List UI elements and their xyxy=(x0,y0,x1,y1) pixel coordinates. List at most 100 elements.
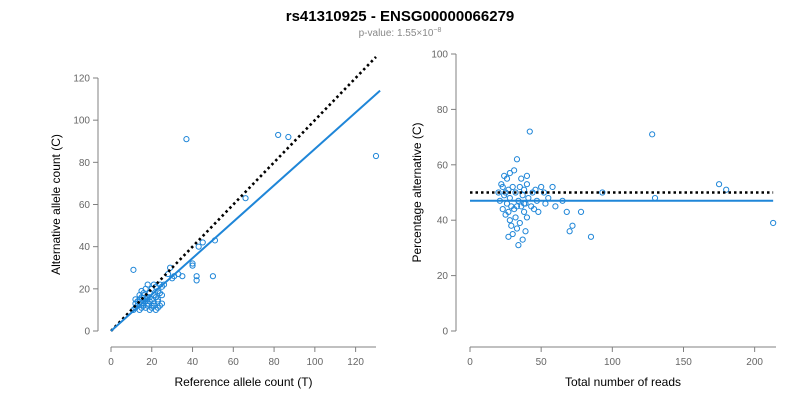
data-point xyxy=(538,183,545,191)
data-point xyxy=(158,300,166,307)
fit-line xyxy=(110,89,381,332)
data-point xyxy=(193,277,200,284)
data-point xyxy=(569,222,576,229)
data-point xyxy=(132,296,139,303)
data-point xyxy=(522,228,529,235)
p-value-exponent: −8 xyxy=(433,27,441,34)
x-tick-label: 150 xyxy=(675,357,692,368)
y-tick-label: 60 xyxy=(437,160,449,171)
data-point xyxy=(715,181,723,188)
data-point xyxy=(723,186,730,193)
y-tick-label: 40 xyxy=(437,216,449,227)
data-point xyxy=(146,294,153,301)
x-tick-label: 0 xyxy=(108,357,114,368)
y-tick-label: 0 xyxy=(84,327,90,338)
data-point xyxy=(275,131,282,139)
x-tick-label: 200 xyxy=(746,357,763,368)
data-point xyxy=(516,183,523,191)
chart-title: rs41310925 - ENSG00000066279 xyxy=(286,8,515,25)
y-axis-title: Alternative allele count (C) xyxy=(49,134,63,275)
data-point xyxy=(512,189,519,196)
data-point xyxy=(505,186,512,193)
data-point xyxy=(503,175,511,182)
data-point xyxy=(526,128,533,135)
reference-line xyxy=(110,56,377,332)
data-point xyxy=(523,172,531,179)
data-point xyxy=(506,217,513,224)
data-point xyxy=(523,214,531,221)
data-point xyxy=(130,266,137,273)
y-tick-label: 100 xyxy=(73,116,90,127)
data-point xyxy=(649,131,656,138)
data-point xyxy=(189,260,196,267)
data-point xyxy=(511,167,518,174)
x-tick-label: 60 xyxy=(228,357,240,368)
y-tick-label: 100 xyxy=(431,50,448,61)
data-point xyxy=(199,239,206,246)
data-point xyxy=(158,292,166,299)
data-point xyxy=(506,170,513,177)
data-point xyxy=(535,208,542,215)
data-point xyxy=(505,233,512,240)
data-point xyxy=(518,175,525,182)
data-point xyxy=(532,186,539,193)
y-tick-label: 80 xyxy=(437,105,449,116)
data-point xyxy=(512,214,519,221)
data-point xyxy=(770,219,777,227)
y-tick-label: 60 xyxy=(79,200,91,211)
data-point xyxy=(520,208,528,215)
data-point xyxy=(285,133,292,141)
data-point xyxy=(599,189,606,196)
x-axis-title: Reference allele count (T) xyxy=(174,375,312,389)
y-tick-label: 120 xyxy=(73,74,90,85)
x-tick-label: 100 xyxy=(307,357,324,368)
data-point xyxy=(552,203,559,210)
data-point xyxy=(495,189,502,196)
data-point xyxy=(144,281,151,288)
data-point xyxy=(520,186,528,193)
y-tick-label: 20 xyxy=(437,271,449,282)
data-point xyxy=(566,228,573,235)
x-axis-title: Total number of reads xyxy=(565,375,681,389)
data-point xyxy=(515,242,522,249)
allele-count-panel: 0 20 40 60 80 100 120 0 20 40 60 80 100 120 Reference … xyxy=(49,56,381,389)
y-tick-label: 20 xyxy=(79,284,91,295)
x-tick-label: 20 xyxy=(146,357,158,368)
y-tick-label: 40 xyxy=(79,242,91,253)
data-point xyxy=(587,233,595,240)
y-tick-label: 0 xyxy=(442,327,448,338)
data-point xyxy=(195,243,202,250)
data-point xyxy=(509,230,516,238)
percentage-panel: 0 50 100 150 200 0 20 40 60 80 100 Total number of … xyxy=(410,50,777,389)
data-point xyxy=(516,219,523,227)
data-point xyxy=(540,189,548,196)
data-point xyxy=(519,192,526,199)
data-point xyxy=(509,183,516,191)
data-point xyxy=(513,203,521,210)
data-point xyxy=(242,195,249,202)
p-value-text: p-value: 1.55×10 xyxy=(359,28,434,39)
x-tick-label: 80 xyxy=(269,357,281,368)
y-tick-label: 80 xyxy=(79,158,91,169)
data-point xyxy=(183,136,190,143)
data-point xyxy=(563,208,570,215)
x-tick-label: 120 xyxy=(347,357,364,368)
data-point xyxy=(179,273,186,280)
data-point xyxy=(154,296,161,303)
x-tick-label: 50 xyxy=(536,357,548,368)
x-tick-label: 0 xyxy=(467,357,473,368)
data-point xyxy=(499,206,506,213)
data-point xyxy=(136,292,143,299)
data-point xyxy=(150,300,157,307)
data-point xyxy=(513,156,521,163)
data-point xyxy=(499,183,506,191)
data-point xyxy=(513,225,521,232)
data-point xyxy=(189,262,196,269)
data-point xyxy=(519,236,526,243)
x-tick-label: 40 xyxy=(187,357,199,368)
data-point xyxy=(505,208,512,215)
y-axis-title: Percentage alternative (C) xyxy=(410,122,424,262)
data-point xyxy=(523,181,531,188)
